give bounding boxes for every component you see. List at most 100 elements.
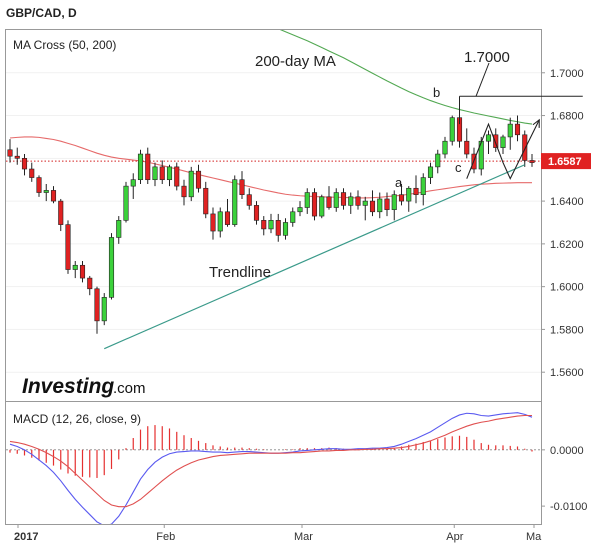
candle-body-down [340, 192, 347, 206]
candle [14, 147, 20, 165]
candle [79, 260, 86, 283]
candle-body-down [493, 134, 499, 148]
candle [514, 115, 521, 142]
candle [427, 162, 434, 184]
candle [94, 286, 100, 334]
candle [246, 188, 252, 210]
candle-body-up [166, 166, 173, 181]
candle [319, 194, 325, 219]
candle-body-down [275, 220, 281, 236]
candle-body-up [282, 222, 289, 236]
candle-body-down [413, 187, 419, 195]
candle-body-up [427, 166, 434, 178]
candle-body-down [14, 155, 20, 159]
candle [377, 192, 383, 219]
candle [137, 149, 144, 184]
candle-body-down [79, 264, 86, 279]
candle [268, 213, 274, 234]
candle [304, 188, 310, 214]
candle-body-up [137, 153, 144, 181]
candle [391, 190, 397, 221]
candle-body-down [239, 179, 245, 195]
candle [166, 164, 173, 187]
candle-body-down [529, 160, 535, 163]
candle [297, 201, 303, 217]
candle-body-down [311, 192, 318, 217]
candle [7, 139, 13, 163]
candle-body-down [94, 288, 100, 322]
candle [384, 192, 390, 217]
wave-b-label: b [433, 85, 440, 100]
candle [333, 188, 339, 212]
candles-group [7, 102, 535, 334]
time-tick-label: Mar [294, 531, 313, 543]
price-tick-label: 1.6400 [550, 196, 584, 208]
ma-cross-label: MA Cross (50, 200) [13, 38, 116, 52]
candle-body-up [108, 237, 115, 298]
wave-path [466, 119, 540, 180]
candle-body-down [29, 168, 35, 178]
candle-body-down [181, 185, 187, 198]
candle [413, 175, 419, 204]
candle [348, 192, 354, 214]
wave-a-label: a [395, 175, 403, 190]
candle [275, 213, 281, 242]
candle [507, 117, 513, 150]
price-axis: 1.70001.68001.66001.64001.62001.60001.58… [541, 68, 584, 379]
candle-body-down [50, 190, 57, 202]
candle [398, 183, 405, 206]
candle [282, 218, 289, 240]
price-tick-label: 1.6200 [550, 239, 584, 251]
candle-body-up [319, 196, 325, 217]
candle [36, 175, 42, 197]
candle-body-down [326, 196, 332, 208]
candle-body-up [188, 170, 194, 198]
macd-group [6, 412, 541, 524]
candle [130, 173, 136, 199]
candle-body-up [362, 200, 368, 206]
macd-label: MACD (12, 26, close, 9) [13, 412, 141, 426]
candle-body-up [232, 179, 238, 225]
candle [261, 216, 267, 236]
candle-body-down [398, 194, 405, 202]
candle-body-up [348, 196, 354, 206]
candle-body-up [152, 166, 158, 181]
candle [108, 233, 115, 300]
candle-body-up [116, 220, 122, 238]
candle [188, 166, 194, 202]
candle [355, 190, 361, 210]
candle [210, 207, 216, 240]
candle-body-down [355, 196, 361, 206]
candle-body-down [384, 198, 390, 210]
candle [340, 188, 347, 210]
candle [159, 160, 165, 184]
candle [326, 186, 332, 210]
target-pointer-line [475, 62, 490, 97]
candle [500, 134, 506, 155]
candle [290, 207, 296, 227]
price-tick-label: 1.5600 [550, 367, 584, 379]
macd-axis: 0.0000 -0.0100 [541, 445, 587, 513]
main-gridlines [6, 72, 541, 373]
candle [435, 149, 441, 174]
candle [224, 198, 231, 227]
candle [442, 136, 448, 159]
logo-suffix: .com [113, 380, 146, 397]
candle [203, 181, 209, 219]
price-tick-label: 1.6800 [550, 111, 584, 123]
price-tag-text: 1.6587 [548, 156, 582, 168]
candle [58, 198, 64, 232]
candle [50, 186, 57, 204]
time-tick-label: 2017 [14, 531, 38, 543]
trendline-annotation: Trendline [209, 264, 271, 281]
annotation-group [104, 62, 583, 350]
macd-tick-label: 0.0000 [550, 445, 584, 457]
candle-body-up [43, 190, 49, 193]
candle-body-down [21, 158, 28, 170]
chart-frame [5, 29, 542, 525]
candle [87, 275, 93, 296]
price-tick-label: 1.5800 [550, 324, 584, 336]
ma200-annotation: 200-day MA [255, 53, 336, 70]
candle-body-up [333, 192, 339, 208]
